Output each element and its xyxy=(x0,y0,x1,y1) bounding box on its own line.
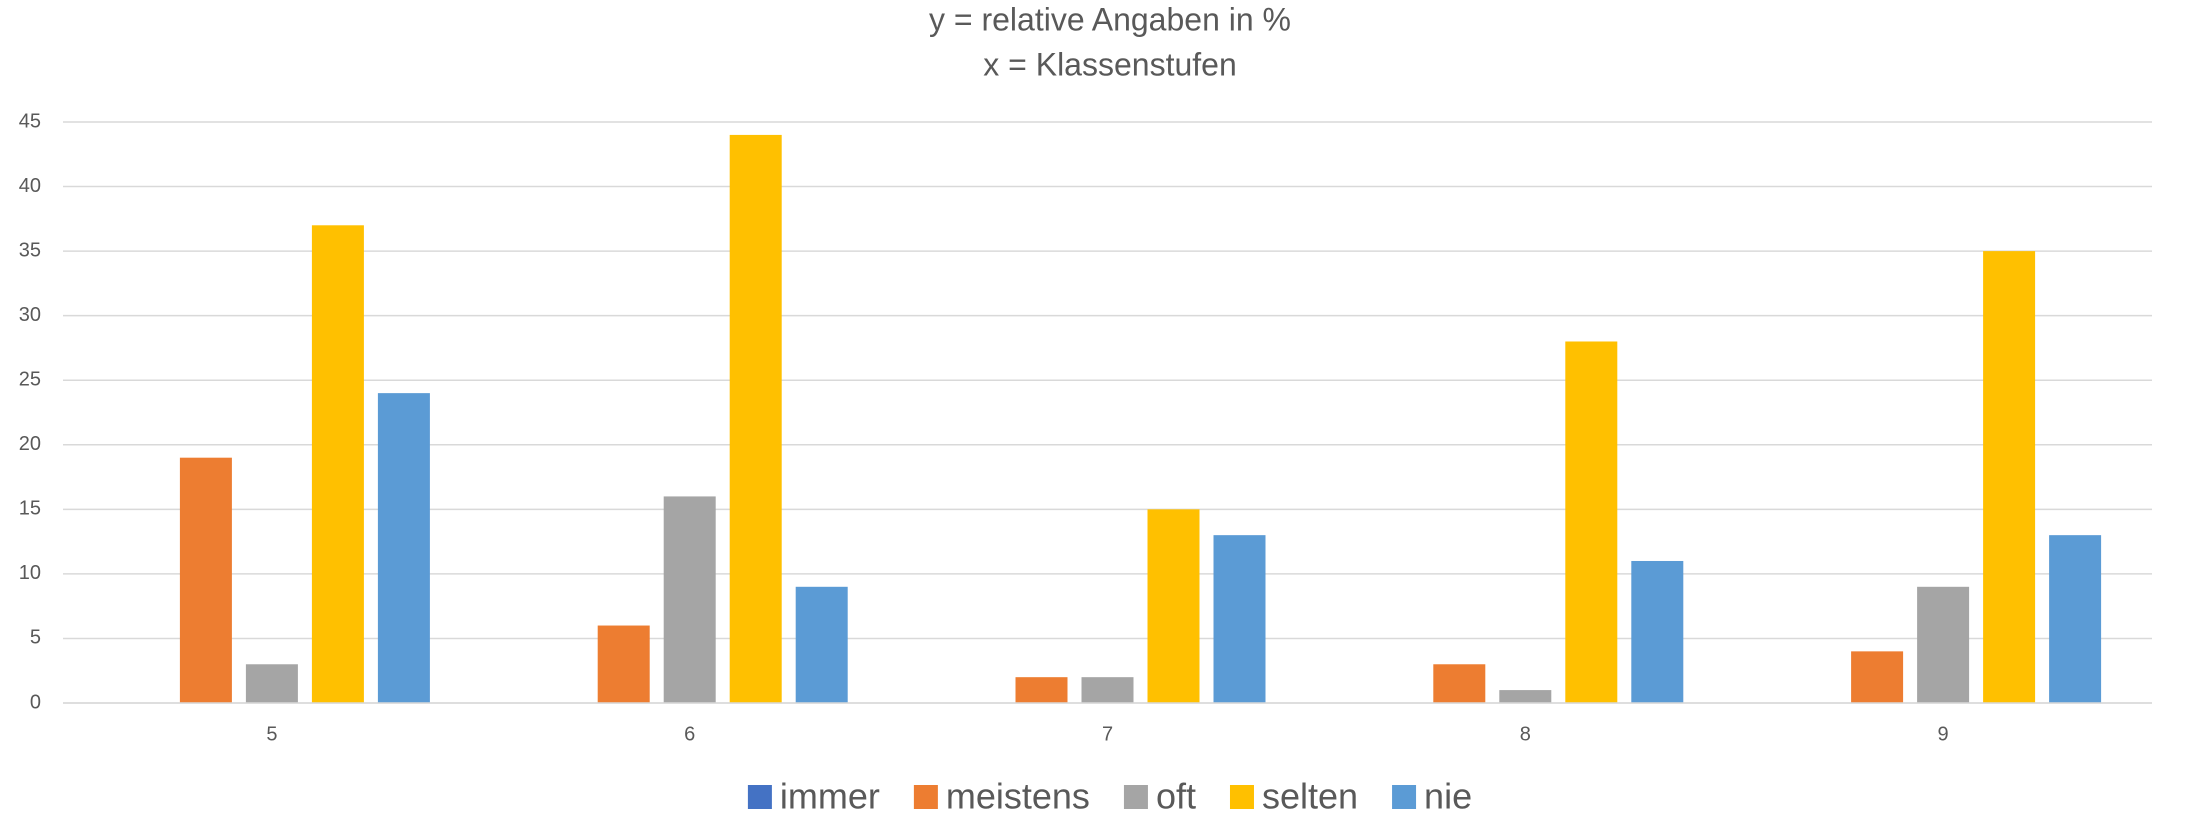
legend-swatch xyxy=(1392,785,1417,809)
bar xyxy=(663,496,716,703)
chart-subtitle: x = Klassenstufen xyxy=(983,46,1236,82)
y-tick-label: 20 xyxy=(19,433,41,455)
bar xyxy=(2049,535,2102,703)
bar xyxy=(1917,586,1970,703)
chart-title: y = relative Angaben in % xyxy=(929,1,1291,37)
bar xyxy=(1213,535,1266,703)
bar xyxy=(729,134,782,703)
y-tick-label: 45 xyxy=(19,110,41,132)
bar xyxy=(1631,560,1684,703)
legend-swatch xyxy=(1123,785,1148,809)
y-tick-label: 0 xyxy=(30,691,41,713)
bar xyxy=(377,393,430,703)
y-tick-label: 15 xyxy=(19,498,41,520)
legend-swatch xyxy=(747,785,772,809)
y-tick-label: 40 xyxy=(19,175,41,197)
x-tick-label: 6 xyxy=(684,723,695,745)
bar xyxy=(311,225,364,704)
bar xyxy=(1433,664,1486,703)
bar xyxy=(179,457,232,703)
bar xyxy=(1499,690,1552,703)
bar xyxy=(597,625,650,703)
bar xyxy=(1147,509,1200,703)
x-tick-label: 9 xyxy=(1938,723,1949,745)
bar xyxy=(1565,341,1618,703)
legend-swatch xyxy=(1229,785,1254,809)
bar xyxy=(1015,677,1068,703)
x-tick-label: 7 xyxy=(1102,723,1113,745)
y-tick-label: 30 xyxy=(19,304,41,326)
bar xyxy=(245,664,298,703)
legend-label: nie xyxy=(1424,776,1472,814)
legend-label: immer xyxy=(780,776,880,814)
x-tick-label: 8 xyxy=(1520,723,1531,745)
legend-swatch xyxy=(913,785,938,809)
y-tick-label: 35 xyxy=(19,239,41,261)
bar xyxy=(1081,677,1134,703)
y-tick-label: 5 xyxy=(30,627,41,649)
legend-label: selten xyxy=(1262,776,1358,814)
bar xyxy=(1851,651,1904,703)
x-tick-label: 5 xyxy=(266,723,277,745)
legend-label: meistens xyxy=(946,776,1090,814)
bar xyxy=(795,586,848,703)
y-tick-label: 25 xyxy=(19,369,41,391)
y-tick-label: 10 xyxy=(19,562,41,584)
bar xyxy=(1983,251,2036,703)
legend-label: oft xyxy=(1156,776,1196,814)
